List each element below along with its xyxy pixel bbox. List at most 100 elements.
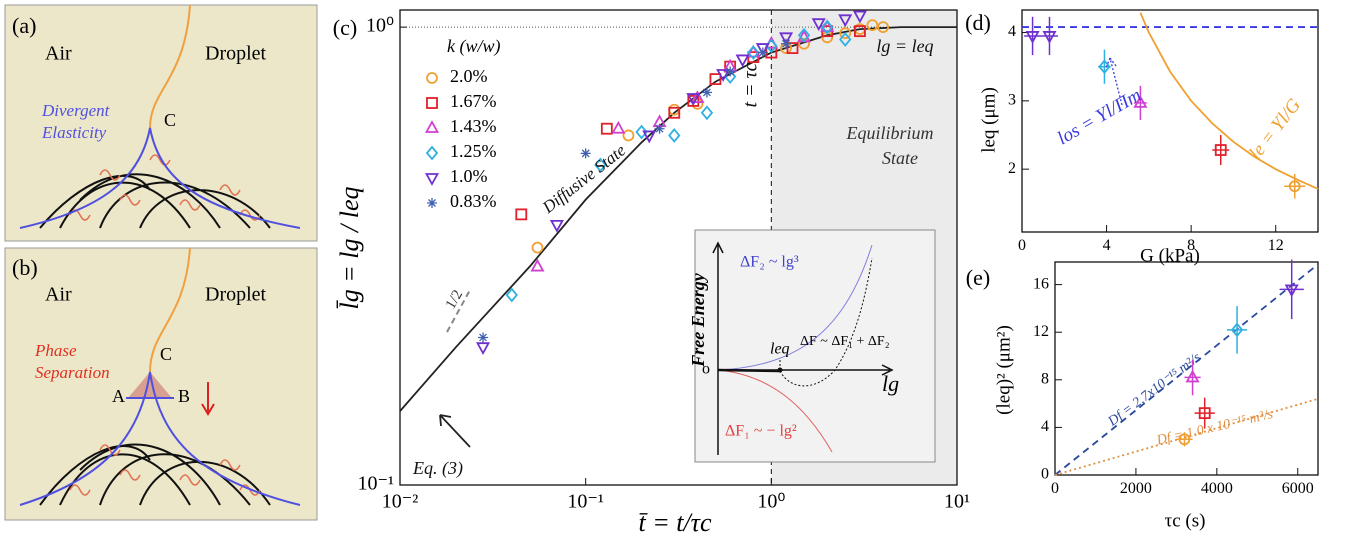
f1-label: ΔF₁ ~ − lg² (725, 423, 797, 440)
point (1133, 95, 1148, 108)
point (821, 19, 834, 35)
arrow (439, 414, 471, 448)
inset-xlabel: lg (882, 371, 899, 396)
plot-frame (1054, 261, 1319, 476)
point (786, 42, 799, 54)
panel-label: (e) (966, 265, 990, 290)
point (852, 10, 867, 24)
polymer-chains (69, 154, 261, 221)
y-tick-label: 10⁰ (366, 15, 394, 37)
x-axis-label: τc (s) (1165, 510, 1206, 531)
label-air: Air (45, 43, 72, 65)
panel-label: (b) (12, 255, 38, 280)
gel-surface (19, 127, 301, 229)
plot-frame (1021, 9, 1319, 233)
point (654, 123, 665, 134)
f-label: ΔF ~ ΔF₁ + ΔF₂ (800, 334, 890, 349)
point (426, 97, 438, 109)
legend-label: 1.67% (450, 91, 497, 111)
legend-label: 2.0% (450, 66, 488, 86)
x-tick-label: 2000 (1120, 480, 1152, 497)
x-tick-label: 6000 (1282, 480, 1314, 497)
point (505, 287, 518, 303)
caption: Divergent (41, 101, 111, 120)
point (781, 38, 792, 49)
label-droplet: Droplet (205, 43, 267, 65)
y-tick-label: 4 (1008, 23, 1016, 40)
point (866, 19, 879, 32)
y-tick-label: 10⁻¹ (357, 473, 394, 495)
point (747, 45, 760, 60)
x-tick-label: 0 (1018, 237, 1026, 254)
x-tick-label: 8 (1187, 237, 1195, 254)
point (1178, 433, 1191, 446)
y-tick-label: 0 (1041, 466, 1049, 483)
panel-a: (a) Air Droplet C Divergent Elasticity (4, 4, 318, 242)
y-tick-label: 8 (1041, 370, 1049, 387)
plot-frame (399, 9, 958, 486)
label-a: A (112, 386, 125, 406)
point (425, 145, 439, 161)
fit-line (1054, 263, 1319, 476)
y-tick-label: 16 (1033, 275, 1049, 292)
y-axis-label: l̄g = lg / leq (335, 187, 364, 310)
point (838, 14, 853, 28)
fit-line (1139, 12, 1319, 190)
annotation: t = τc (740, 62, 762, 107)
point (531, 241, 544, 254)
point (1042, 31, 1057, 44)
gel-surface (19, 371, 301, 506)
point (594, 157, 607, 173)
point (427, 198, 437, 208)
panel-label: (c) (333, 15, 357, 40)
label-droplet: Droplet (205, 284, 267, 306)
point (725, 66, 736, 77)
droplet-interface (149, 4, 191, 129)
fit-line (1054, 397, 1319, 476)
droplet-interface (149, 247, 191, 373)
point (476, 342, 491, 356)
arrow (1105, 57, 1123, 106)
point (686, 93, 701, 106)
point (746, 44, 761, 58)
point (600, 122, 613, 135)
point (1230, 322, 1244, 338)
point (1185, 369, 1200, 383)
polymer-chains (69, 444, 261, 496)
f2-curve (717, 244, 873, 371)
point (820, 19, 835, 33)
legend-label: 0.83% (450, 191, 497, 211)
point (1098, 59, 1111, 75)
annotation: Eq. (3) (412, 458, 463, 479)
point (839, 27, 852, 40)
panel-label: (a) (12, 13, 36, 38)
leq-label: leq (770, 341, 790, 358)
y-tick-label: 12 (1033, 323, 1049, 340)
inset-origin: o (702, 361, 710, 378)
legend-label: 1.0% (450, 166, 488, 186)
annotation: lg = leq (876, 36, 933, 56)
x-tick-label: 10⁻¹ (567, 491, 604, 513)
x-tick-label: 0 (1051, 480, 1059, 497)
point (1284, 284, 1299, 298)
point (1198, 407, 1211, 420)
point (611, 120, 626, 134)
point (700, 105, 714, 121)
x-tick-label: 10⁻² (382, 491, 419, 513)
point (549, 219, 564, 233)
caption: Separation (35, 363, 110, 382)
x-tick-label: 4000 (1201, 480, 1233, 497)
x-axis-label: t̄ = t/τc (638, 508, 712, 537)
point (735, 54, 750, 68)
panel-b: (b) Air Droplet A B C Phase Separation (4, 247, 318, 521)
label-b: B (178, 386, 190, 406)
annotation: los = Υl/Πm (1054, 85, 1145, 150)
point (642, 130, 657, 144)
legend-title: k (w/w) (447, 36, 501, 57)
f-curve-dotted (779, 257, 873, 387)
arrow (201, 382, 215, 416)
y-axis-label: leq (μm) (978, 87, 999, 153)
point (716, 69, 731, 82)
point (757, 47, 768, 58)
y-axis-label: (leq)² (μm²) (993, 325, 1014, 415)
